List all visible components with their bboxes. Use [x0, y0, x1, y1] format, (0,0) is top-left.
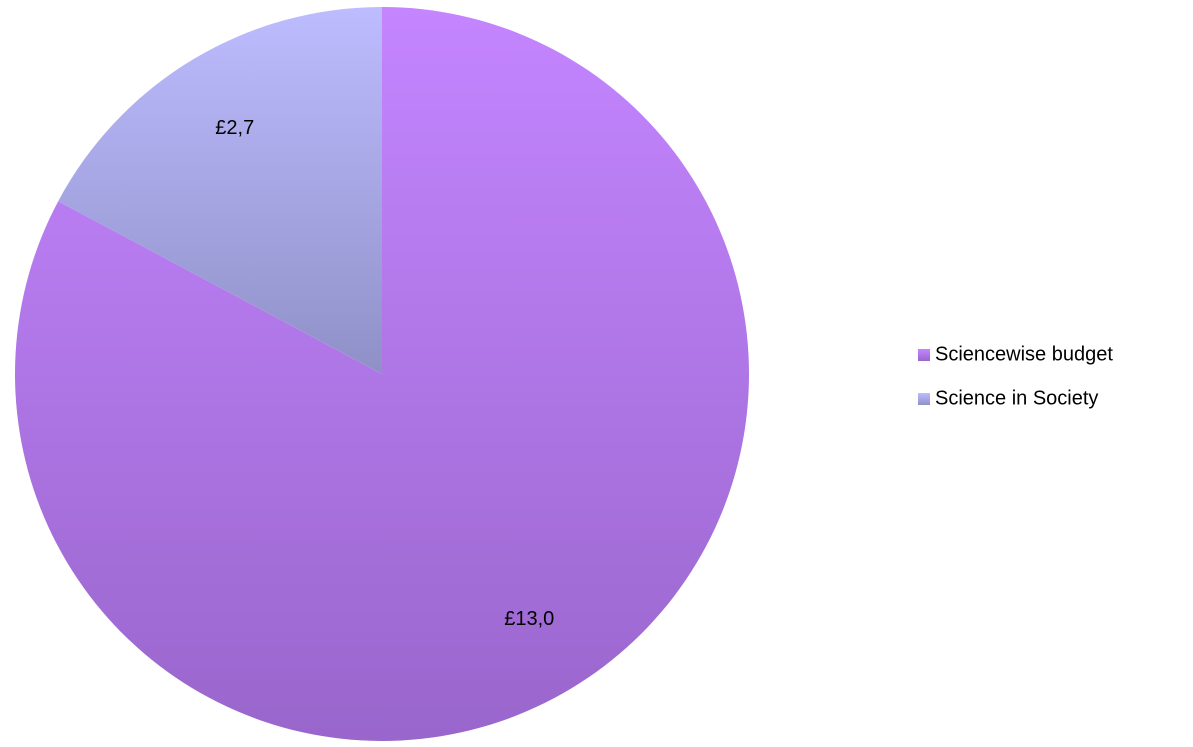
legend: Sciencewise budget Science in Society	[918, 343, 1113, 409]
data-labels: £13,0 £2,7	[215, 117, 554, 630]
legend-swatch-science-in-society	[918, 393, 930, 405]
pie-slice-science-in-society	[58, 7, 382, 374]
legend-swatch-sciencewise-budget	[918, 349, 930, 361]
legend-label-sciencewise-budget: Sciencewise budget	[935, 343, 1113, 365]
pie-slices	[14, 7, 749, 742]
legend-item-sciencewise-budget: Sciencewise budget	[918, 343, 1113, 365]
legend-label-science-in-society: Science in Society	[935, 387, 1098, 409]
data-label-sciencewise-budget: £13,0	[504, 608, 554, 630]
data-label-science-in-society: £2,7	[215, 117, 254, 139]
legend-item-science-in-society: Science in Society	[918, 387, 1098, 409]
pie-slice-sciencewise-budget	[14, 7, 749, 742]
